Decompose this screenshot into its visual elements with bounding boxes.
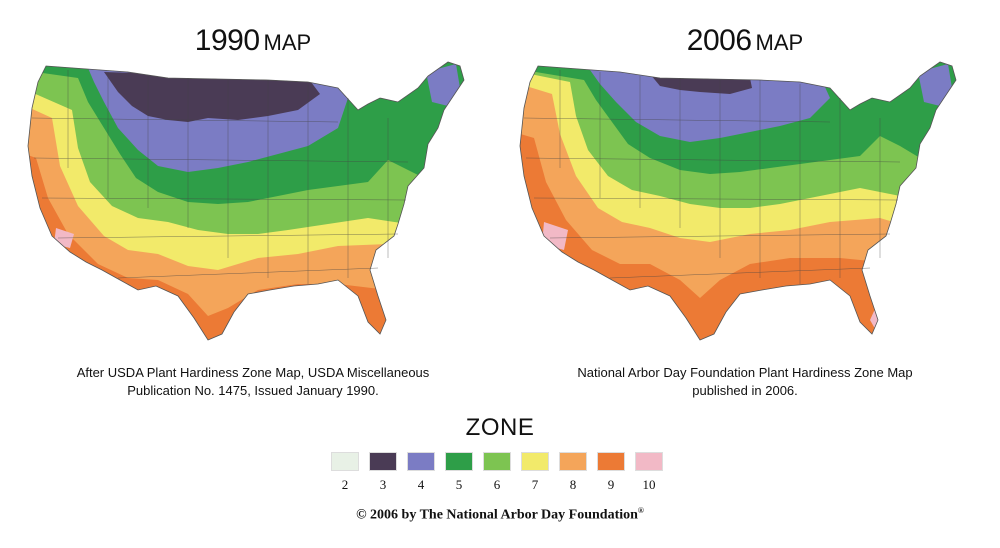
legend-item-zone-7: 7 <box>518 452 552 493</box>
legend-item-zone-9: 9 <box>594 452 628 493</box>
us-outline-1990 <box>27 61 465 341</box>
zone-bands-1990 <box>28 62 464 340</box>
map-panel-1990: 1990 MAP After USDA Plant Hardiness Zone … <box>8 0 498 410</box>
caption-line: published in 2006. <box>692 383 798 398</box>
map-panel-2006: 2006 MAP National Arbor Day Foundation Pl… <box>500 0 990 410</box>
caption-line: Publication No. 1475, Issued January 199… <box>127 383 379 398</box>
legend-title: ZONE <box>465 414 535 441</box>
legend-swatch <box>521 452 549 471</box>
legend-swatch <box>635 452 663 471</box>
caption-1990: After USDA Plant Hardiness Zone Map, USD… <box>8 364 498 400</box>
us-zone-map-1990 <box>27 61 465 341</box>
map-title-1990: 1990 MAP <box>8 24 498 58</box>
legend-swatch <box>597 452 625 471</box>
copyright-text: © 2006 by The National Arbor Day Foundat… <box>356 507 638 523</box>
legend-label: 6 <box>493 477 501 492</box>
legend-item-zone-3: 3 <box>366 452 400 493</box>
map-title-year: 1990 <box>194 24 260 57</box>
caption-line: After USDA Plant Hardiness Zone Map, USD… <box>76 365 430 380</box>
legend-item-zone-2: 2 <box>328 452 362 493</box>
legend-label: 2 <box>341 477 349 492</box>
zone-bands-2006 <box>520 62 956 340</box>
us-zone-map-2006 <box>519 61 957 341</box>
us-outline-2006 <box>519 61 957 341</box>
map-title-word: MAP <box>263 30 312 55</box>
legend-label: 3 <box>379 477 387 492</box>
legend-item-zone-6: 6 <box>480 452 514 493</box>
state-borders-1990 <box>31 70 409 284</box>
legend-item-zone-8: 8 <box>556 452 590 493</box>
legend-swatch <box>407 452 435 471</box>
state-borders-2006 <box>523 70 901 284</box>
map-title-word: MAP <box>755 30 804 55</box>
legend-label: 5 <box>455 477 463 492</box>
legend-swatch <box>369 452 397 471</box>
legend-swatch <box>445 452 473 471</box>
legend-label: 10 <box>642 477 656 492</box>
zone-legend: 2 3 4 5 6 7 8 9 10 <box>328 452 668 502</box>
legend-item-zone-4: 4 <box>404 452 438 493</box>
caption-line: National Arbor Day Foundation Plant Hard… <box>577 365 913 380</box>
map-title-2006: 2006 MAP <box>500 24 990 58</box>
legend-swatch <box>559 452 587 471</box>
legend-label: 4 <box>417 477 425 492</box>
legend-swatch <box>483 452 511 471</box>
copyright-notice: © 2006 by The National Arbor Day Foundat… <box>0 506 1000 524</box>
map-title-year: 2006 <box>686 24 752 57</box>
legend-label: 8 <box>569 477 577 492</box>
registered-mark: ® <box>637 506 644 515</box>
legend-item-zone-5: 5 <box>442 452 476 493</box>
caption-2006: National Arbor Day Foundation Plant Hard… <box>500 364 990 400</box>
legend-item-zone-10: 10 <box>632 452 666 493</box>
legend-swatch <box>331 452 359 471</box>
legend-label: 9 <box>607 477 615 492</box>
legend-label: 7 <box>531 477 539 492</box>
